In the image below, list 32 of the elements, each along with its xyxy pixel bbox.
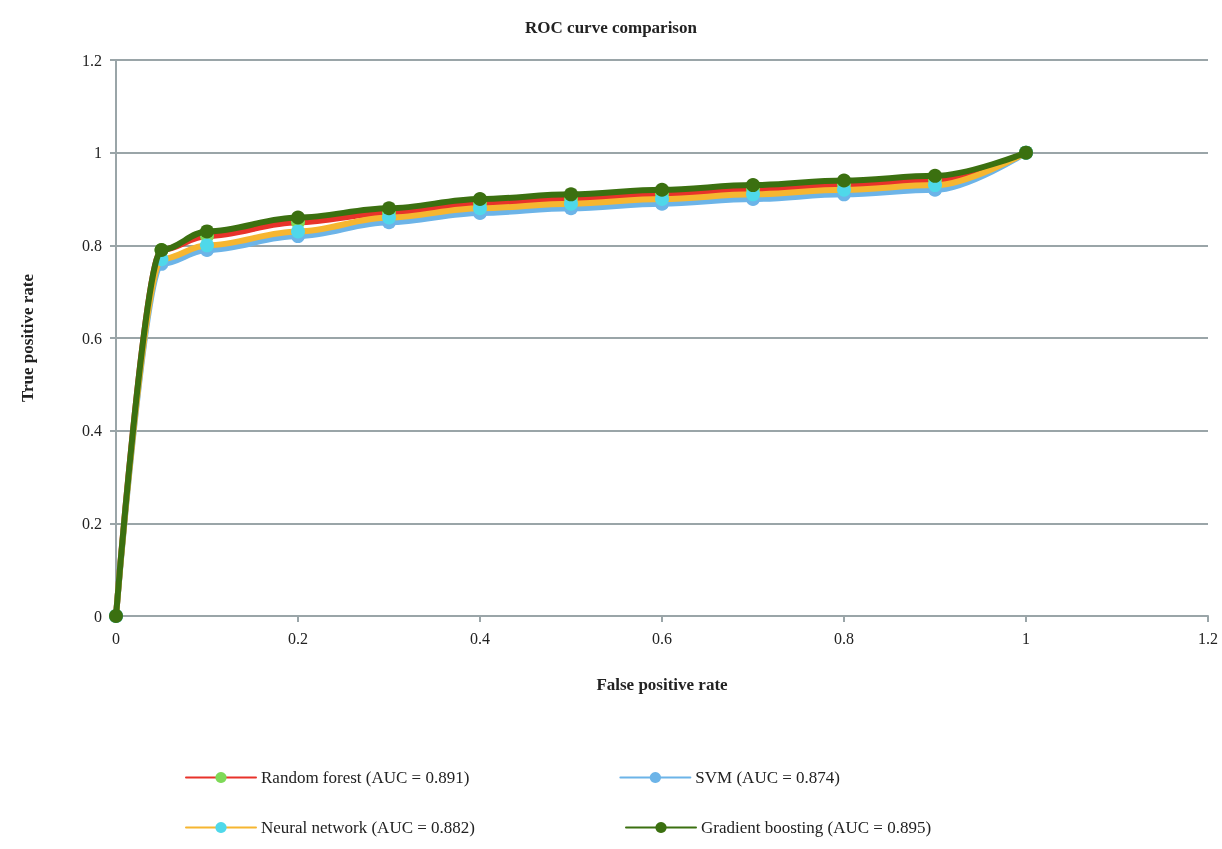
point: [655, 182, 669, 197]
point: [200, 238, 214, 253]
legend-label: Gradient boosting (AUC = 0.895): [701, 818, 932, 837]
point: [837, 173, 851, 188]
x-tick-label: 0.2: [288, 629, 308, 647]
point: [291, 224, 305, 239]
legend-label: Neural network (AUC = 0.882): [261, 818, 476, 837]
x-tick-label: 1: [1022, 629, 1030, 647]
x-tick-label: 0.6: [652, 629, 672, 647]
legend-label: Random forest (AUC = 0.891): [261, 768, 470, 787]
x-tick-label: 1.2: [1198, 629, 1218, 647]
point: [564, 187, 578, 202]
y-tick-label: 0.4: [82, 422, 102, 440]
x-tick-label: 0: [112, 629, 120, 647]
point: [746, 178, 760, 193]
y-tick-label: 0: [94, 607, 102, 625]
point: [382, 201, 396, 216]
x-tick-label: 0.4: [470, 629, 490, 647]
y-tick-label: 0.2: [82, 514, 102, 532]
point: [928, 168, 942, 183]
y-tick-label: 1: [94, 144, 102, 162]
point: [291, 210, 305, 225]
point: [473, 192, 487, 206]
y-axis-title: True positive rate: [18, 273, 37, 403]
chart-title: ROC curve comparison: [525, 18, 698, 37]
x-tick-label: 0.8: [834, 629, 854, 647]
y-tick-label: 1.2: [82, 51, 102, 69]
y-tick-label: 0.6: [82, 329, 102, 347]
y-tick-label: 0.8: [82, 236, 102, 254]
x-axis-title: False positive rate: [596, 675, 729, 694]
point: [200, 224, 214, 239]
legend-label: SVM (AUC = 0.874): [695, 768, 841, 787]
